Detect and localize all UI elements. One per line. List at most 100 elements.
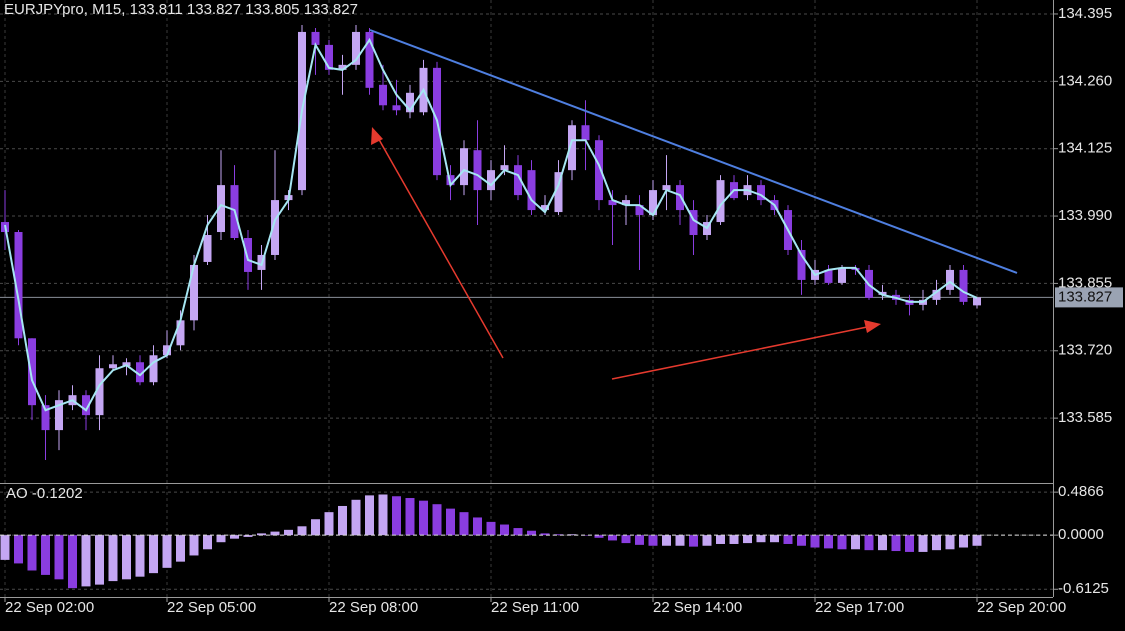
ao-bar xyxy=(189,535,199,556)
ao-bar xyxy=(486,521,496,536)
ao-bar xyxy=(797,535,806,546)
ao-bar xyxy=(702,535,712,546)
high-value: 133.827 xyxy=(187,1,241,18)
ao-bar xyxy=(419,500,428,536)
ao-bar xyxy=(378,494,388,536)
ao-bar xyxy=(500,524,509,536)
ao-bar xyxy=(405,498,415,536)
ao-bar xyxy=(446,508,455,536)
ao-bar xyxy=(837,535,847,550)
x-tick-label: 22 Sep 02:00 xyxy=(5,599,94,616)
ao-bar xyxy=(608,535,617,541)
candle-body xyxy=(365,31,374,88)
ao-bar xyxy=(932,535,941,551)
trend-line xyxy=(369,29,1018,274)
ao-bar xyxy=(513,528,523,536)
candle-body xyxy=(406,92,414,113)
ao-bar xyxy=(851,535,860,550)
candle-body xyxy=(973,297,981,306)
candle-body xyxy=(311,31,320,45)
y-tick-label: 134.125 xyxy=(1058,140,1112,157)
candle-body xyxy=(676,185,684,211)
ao-bar xyxy=(918,535,928,552)
ao-bar xyxy=(473,517,482,536)
x-tick-label: 22 Sep 05:00 xyxy=(167,599,256,616)
candle-body xyxy=(514,165,522,196)
candle-body xyxy=(217,185,225,233)
ao-bar xyxy=(95,535,104,585)
candle-body xyxy=(392,105,401,111)
candle-body xyxy=(541,205,549,211)
ao-bar xyxy=(972,535,982,546)
ao-bar xyxy=(311,519,320,536)
candle-body xyxy=(379,84,387,106)
ao-bar xyxy=(257,533,266,536)
y-tick-label: 133.720 xyxy=(1058,342,1112,359)
ao-bar xyxy=(243,535,253,537)
ao-bar xyxy=(14,535,23,564)
ao-bar xyxy=(527,530,536,536)
candle-body xyxy=(554,172,563,213)
candle-body xyxy=(581,125,590,141)
ao-bar xyxy=(176,535,185,562)
close-value: 133.827 xyxy=(304,1,358,18)
candle-body xyxy=(797,249,806,280)
candle-body xyxy=(487,170,495,191)
candle-body xyxy=(14,232,23,339)
ao-bar xyxy=(0,535,10,560)
ao-bar xyxy=(648,535,658,546)
ao-bar xyxy=(783,535,793,544)
ao-bar xyxy=(635,535,644,545)
x-tick-label: 22 Sep 20:00 xyxy=(977,599,1066,616)
symbol: EURJPYpro, M15, xyxy=(4,1,125,18)
indicator-header: AO -0.1202 xyxy=(6,485,83,502)
ao-bar xyxy=(108,535,118,582)
low-value: 133.805 xyxy=(245,1,299,18)
ao-bar xyxy=(554,534,563,536)
ao-bar xyxy=(675,535,685,546)
ao-bar xyxy=(810,535,820,548)
candle-body xyxy=(635,205,644,216)
ao-bar xyxy=(581,535,590,536)
marks-layer xyxy=(0,24,1053,589)
candle-body xyxy=(568,125,576,171)
ao-bar xyxy=(878,535,887,551)
candle-body xyxy=(838,267,846,283)
candle-body xyxy=(500,165,509,171)
ao-bar xyxy=(149,535,158,574)
indicator-title: AO xyxy=(6,485,28,502)
ao-bar xyxy=(729,535,739,544)
candle-body xyxy=(689,210,698,236)
candle-body xyxy=(824,269,833,283)
y-tick-label: 133.585 xyxy=(1058,409,1112,426)
candle-body xyxy=(28,338,36,406)
ao-bar xyxy=(54,535,64,580)
candle-body xyxy=(608,200,617,206)
arrow-up-trend xyxy=(611,325,873,380)
x-tick-label: 22 Sep 11:00 xyxy=(491,599,579,616)
candle-body xyxy=(95,368,104,416)
ao-bar xyxy=(432,504,442,536)
candle-body xyxy=(932,289,941,300)
candle-body xyxy=(460,148,468,186)
candle-body xyxy=(757,185,765,201)
price-label: 133.827 xyxy=(1058,288,1112,305)
candle-body xyxy=(109,364,117,369)
ao-bar xyxy=(284,529,293,536)
candle-body xyxy=(41,405,50,431)
chart-header: EURJPYpro, M15, 133.811 133.827 133.805 … xyxy=(4,1,358,18)
ao-bar xyxy=(135,535,145,577)
candle-body xyxy=(716,180,725,223)
ao-bar xyxy=(216,535,226,543)
y-tick-label: 133.990 xyxy=(1058,207,1112,224)
arrow-head xyxy=(864,320,881,333)
candle-body xyxy=(203,235,212,262)
ao-bar xyxy=(122,535,131,580)
candle-body xyxy=(662,185,671,191)
ao-bar xyxy=(756,535,766,543)
candle-body xyxy=(325,44,333,70)
open-value: 133.811 xyxy=(130,1,183,18)
y-tick-label: 134.395 xyxy=(1058,5,1112,22)
